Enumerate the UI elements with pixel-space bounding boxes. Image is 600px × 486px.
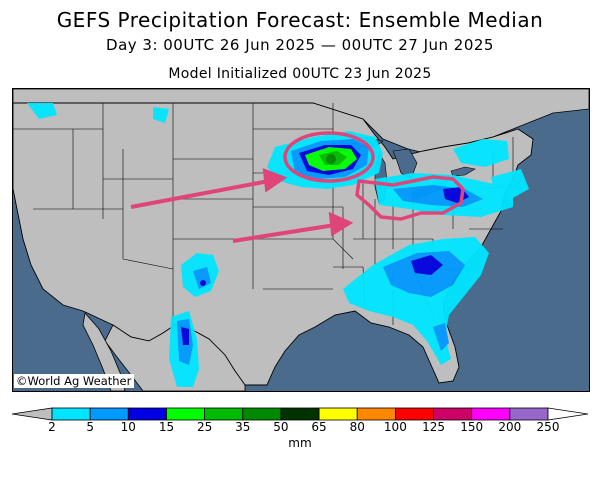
colorbar-segment	[433, 407, 473, 421]
colorbar-tick-label: 65	[311, 420, 327, 434]
colorbar-units: mm	[288, 436, 312, 450]
highlight-upper-midwest	[283, 131, 375, 183]
colorbar-tick-label: 150	[460, 420, 484, 434]
colorbar-segment	[89, 407, 129, 421]
colorbar-tick-label: 125	[422, 420, 445, 434]
colorbar-over-arrow	[547, 407, 588, 421]
colorbar-tick-label: 10	[120, 420, 136, 434]
highlight-outlines	[283, 131, 465, 221]
colorbar-segment	[242, 407, 282, 421]
highlight-ohio-valley	[355, 175, 465, 221]
map-title: GEFS Precipitation Forecast: Ensemble Me…	[56, 8, 544, 32]
colorbar-tick-label: 2	[48, 420, 56, 434]
precip-shading	[27, 103, 529, 387]
colorbar-segment	[51, 407, 91, 421]
colorbar-segment	[166, 407, 206, 421]
colorbar-tick-label: 200	[498, 420, 522, 434]
arrow-to-ohio-valley	[232, 223, 336, 243]
colorbar-tick-label: 100	[383, 420, 407, 434]
model-initialized: Model Initialized 00UTC 23 Jun 2025	[168, 66, 432, 82]
colorbar-tick-label: 15	[158, 420, 175, 434]
arrow-to-upper-midwest	[130, 179, 270, 209]
colorbar-segment	[318, 407, 358, 421]
colorbar-tick-label: 50	[273, 420, 289, 434]
colorbar-tick-labels: 2 5 10 15 25 35 50 65 80 100 125 150 200 250	[0, 420, 600, 436]
colorbar-tick-label: 250	[536, 420, 560, 434]
colorbar-under-arrow	[12, 407, 53, 421]
colorbar-segment	[394, 407, 434, 421]
colorbar-segment	[280, 407, 320, 421]
colorbar-segment	[509, 407, 549, 421]
forecast-period: Day 3: 00UTC 26 Jun 2025 — 00UTC 27 Jun …	[106, 36, 494, 54]
colorbar-segment	[471, 407, 511, 421]
colorbar-tick-label: 5	[86, 420, 94, 434]
annotation-arrows	[130, 167, 354, 243]
colorbar-segment	[204, 407, 244, 421]
arrow-head-ohio-valley	[328, 211, 354, 237]
precipitation-colorbar	[12, 407, 588, 421]
credit-label: ©World Ag Weather	[14, 374, 135, 388]
arrow-head-upper-midwest	[262, 167, 288, 193]
baja-peninsula	[82, 312, 126, 391]
colorbar-segment	[127, 407, 167, 421]
colorbar-tick-label: 80	[349, 420, 365, 434]
colorbar-segment	[356, 407, 396, 421]
precipitation-map	[12, 88, 590, 392]
colorbar-tick-label: 25	[196, 420, 213, 434]
colorbar-tick-label: 35	[235, 420, 251, 434]
